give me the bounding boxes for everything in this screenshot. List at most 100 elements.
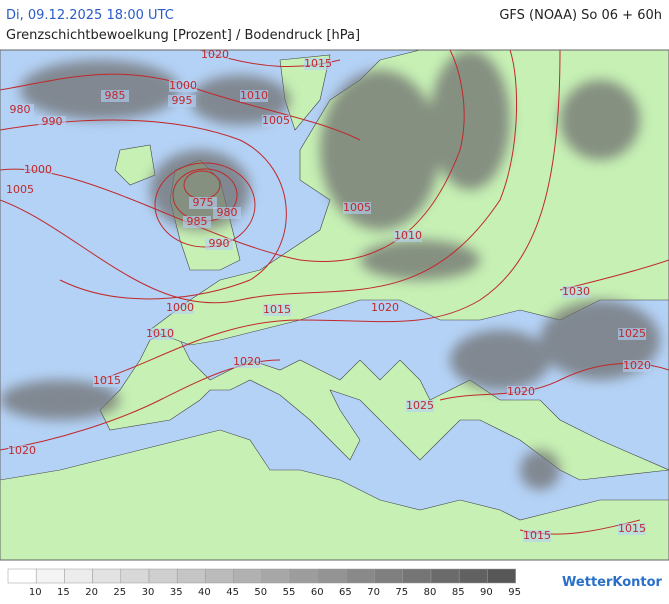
isobar-label-bg xyxy=(168,95,196,107)
isobar-label: 1020 xyxy=(201,48,229,61)
legend-label: 35 xyxy=(170,587,183,598)
logo: WetterKontor xyxy=(562,575,663,590)
isobar-label-bg xyxy=(201,50,229,61)
isobar-label-bg xyxy=(406,400,434,412)
legend-label: 30 xyxy=(142,587,155,598)
isobar-label: 1015 xyxy=(304,57,332,70)
isobar-label: 1010 xyxy=(394,229,422,242)
isobar-label: 1030 xyxy=(562,285,590,298)
isobar-label: 1005 xyxy=(262,114,290,127)
isobar-label: 1015 xyxy=(523,529,551,542)
isobar-label: 985 xyxy=(105,89,126,102)
isobar-label-bg xyxy=(262,115,290,127)
isobar-label-bg xyxy=(6,184,34,196)
isobar-label-bg xyxy=(146,328,174,340)
isobar-label: 1025 xyxy=(618,327,646,340)
isobar-label: 1015 xyxy=(93,374,121,387)
isobar-label-bg xyxy=(240,90,268,102)
isobar-label: 1000 xyxy=(169,79,197,92)
isobar-label: 1020 xyxy=(233,355,261,368)
isobar-label-bg xyxy=(166,302,194,314)
isobar-label: 1005 xyxy=(6,183,34,196)
legend-label: 75 xyxy=(395,587,408,598)
isobar-label: 990 xyxy=(209,237,230,250)
isobar-label-bg xyxy=(38,116,66,128)
legend: 10 15 20 25 30 35 40 45 50 55 60 65 70 75 80 85 90 95 xyxy=(7,568,521,598)
legend-label: 45 xyxy=(226,587,239,598)
legend-swatch xyxy=(402,568,432,584)
legend-label: 55 xyxy=(283,587,296,598)
legend-swatch xyxy=(430,568,460,584)
isobar-label: 1015 xyxy=(263,303,291,316)
isobar-label-bg xyxy=(394,230,422,242)
legend-swatch xyxy=(92,568,122,584)
isobar-label: 975 xyxy=(193,196,214,209)
isobar-label-bg xyxy=(6,104,34,116)
legend-swatch xyxy=(458,568,488,584)
legend-label: 70 xyxy=(367,587,380,598)
legend-swatch xyxy=(317,568,347,584)
isobar-label-bg xyxy=(233,356,261,368)
isobar-label: 980 xyxy=(217,206,238,219)
isobar-label: 1010 xyxy=(146,327,174,340)
legend-swatch xyxy=(64,568,93,584)
valid-time: Di, 09.12.2025 18:00 UTC xyxy=(6,8,174,23)
legend-label: 85 xyxy=(452,587,465,598)
subtitle: Grenzschichtbewoelkung [Prozent] / Boden… xyxy=(6,28,360,43)
isobar-label-bg xyxy=(523,530,551,542)
legend-swatch xyxy=(289,568,319,584)
isobar-label: 980 xyxy=(10,103,31,116)
isobar-label: 1020 xyxy=(371,301,399,314)
isobar-label-bg xyxy=(169,80,197,92)
legend-label: 15 xyxy=(57,587,70,598)
isobar-label-bg xyxy=(213,207,241,219)
isobar-label-bg xyxy=(263,304,291,316)
isobar-label-bg xyxy=(371,302,399,314)
legend-label: 65 xyxy=(339,587,352,598)
legend-swatch xyxy=(346,568,375,584)
isobar-label-bg xyxy=(562,286,590,298)
isobar-label-bg xyxy=(618,328,646,340)
isobar-label: 1015 xyxy=(618,522,646,535)
legend-swatch xyxy=(487,568,516,584)
isobar-label: 1020 xyxy=(507,385,535,398)
isobar-label: 1000 xyxy=(166,301,194,314)
legend-swatch xyxy=(233,568,263,584)
isobar-label: 1005 xyxy=(343,201,371,214)
isobar-label-bg xyxy=(343,202,371,214)
isobar-label-bg xyxy=(24,164,52,176)
legend-swatch xyxy=(374,568,404,584)
isobar-label: 1020 xyxy=(623,359,651,372)
isobar-label-bg xyxy=(205,238,233,250)
isobar-labels: 1020 1015 980 985 1000 995 1010 1005 990 1000 1005… xyxy=(6,48,651,542)
legend-label: 95 xyxy=(508,587,521,598)
isobar-label-bg xyxy=(623,360,651,372)
map-frame xyxy=(0,49,669,561)
isobar-label-bg xyxy=(304,58,332,70)
legend-swatch xyxy=(35,568,65,584)
model-run: GFS (NOAA) So 06 + 60h xyxy=(499,8,662,23)
isobar-label: 1020 xyxy=(8,444,36,457)
map: 1020 1015 980 985 1000 995 1010 1005 990 1000 1005… xyxy=(0,48,669,560)
legend-label: 40 xyxy=(198,587,211,598)
legend-label: 25 xyxy=(113,587,126,598)
isobar-label-bg xyxy=(101,90,129,102)
isobar-label: 1000 xyxy=(24,163,52,176)
isobar-label: 1010 xyxy=(240,89,268,102)
legend-swatch xyxy=(261,568,291,584)
legend-label: 90 xyxy=(480,587,493,598)
legend-label: 50 xyxy=(254,587,267,598)
isobar-label-bg xyxy=(507,386,535,398)
isobar-label: 1025 xyxy=(406,399,434,412)
legend-label: 80 xyxy=(424,587,437,598)
isobar-label: 985 xyxy=(187,215,208,228)
isobar-label-bg xyxy=(93,375,121,387)
isobar-label: 995 xyxy=(172,94,193,107)
legend-swatch xyxy=(176,568,206,584)
isobar-label-bg xyxy=(8,445,36,457)
legend-label: 20 xyxy=(85,587,98,598)
isobar-label-bg xyxy=(618,523,646,535)
legend-swatch xyxy=(148,568,178,584)
isobar-label: 990 xyxy=(42,115,63,128)
